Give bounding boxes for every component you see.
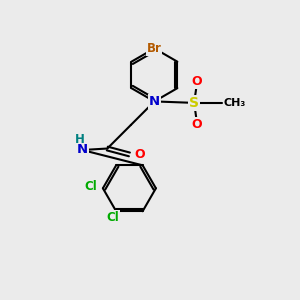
Text: Br: Br — [147, 42, 162, 55]
Text: N: N — [149, 95, 160, 108]
Text: N: N — [77, 143, 88, 157]
Text: O: O — [192, 75, 203, 88]
Text: Cl: Cl — [84, 180, 97, 193]
Text: H: H — [75, 133, 85, 146]
Text: Cl: Cl — [107, 211, 120, 224]
Text: O: O — [135, 148, 145, 161]
Text: O: O — [192, 118, 203, 130]
Text: CH₃: CH₃ — [224, 98, 246, 108]
Text: S: S — [189, 96, 199, 110]
